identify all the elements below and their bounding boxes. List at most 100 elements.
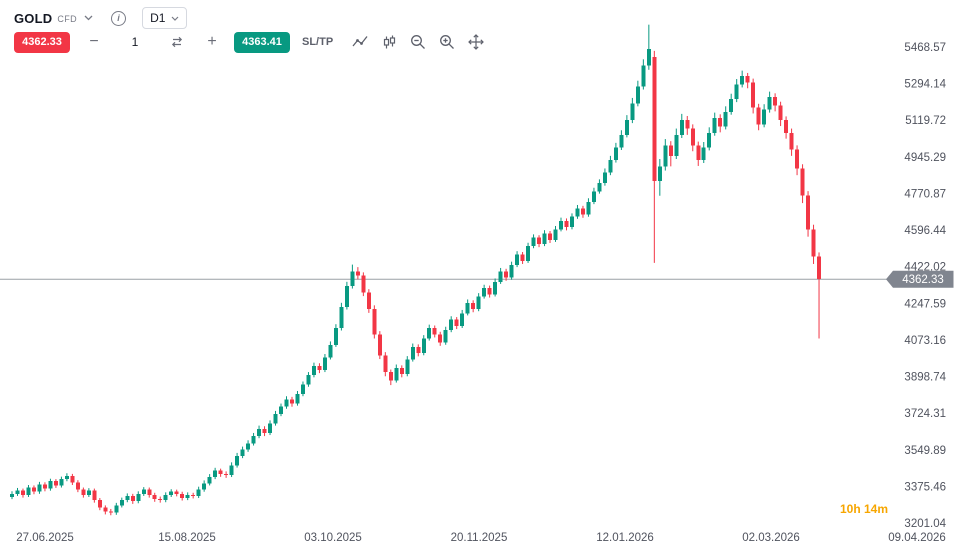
candlestick [663, 139, 668, 171]
candlestick [613, 142, 618, 163]
candlestick [718, 114, 723, 133]
info-icon[interactable]: i [111, 10, 127, 26]
candlestick [707, 127, 712, 151]
candlestick [685, 115, 690, 135]
candlestick [597, 179, 602, 194]
candlestick [75, 480, 80, 493]
increase-quantity-button[interactable]: + [202, 34, 222, 50]
date-axis-label: 27.06.2025 [16, 532, 74, 544]
candlestick [575, 204, 580, 219]
candlestick [158, 496, 163, 503]
candlestick [482, 284, 487, 299]
candlestick [81, 487, 86, 498]
sl-tp-button[interactable]: SL/TP [302, 36, 334, 48]
candlestick [361, 272, 366, 297]
candlestick [427, 324, 432, 341]
candlestick [306, 372, 311, 387]
line-chart-style-button[interactable] [349, 31, 371, 53]
candle-countdown: 10h 14m [840, 502, 888, 516]
candlestick [569, 213, 574, 230]
candlestick [394, 364, 399, 383]
candlestick [811, 224, 816, 264]
candlestick [37, 481, 42, 494]
candlestick [240, 446, 245, 459]
candlestick [608, 155, 613, 176]
candlestick [586, 198, 591, 217]
candlestick-style-button[interactable] [378, 31, 400, 53]
candlestick [350, 264, 355, 289]
sell-button[interactable]: 4362.33 [14, 31, 70, 53]
candlestick [136, 491, 141, 504]
zoom-out-button[interactable] [407, 31, 429, 53]
timeframe-select[interactable]: D1 [142, 7, 188, 29]
candlestick [795, 145, 800, 176]
candlestick [163, 492, 168, 503]
price-axis-label: 4945.29 [904, 152, 946, 164]
current-price-badge [886, 270, 954, 288]
chevron-down-icon [84, 15, 93, 21]
symbol-dropdown-button[interactable] [84, 15, 93, 21]
price-axis-label: 4596.44 [904, 225, 946, 237]
symbol-name: GOLD [14, 10, 53, 26]
price-axis-label: 5119.72 [905, 115, 946, 127]
pan-button[interactable] [465, 31, 487, 53]
candlestick [119, 497, 124, 508]
price-axis-label: 5468.57 [904, 42, 946, 54]
candlestick [476, 293, 481, 312]
candlestick [224, 471, 229, 478]
candlestick [806, 191, 811, 237]
candlestick [800, 164, 805, 204]
candlestick [405, 356, 410, 377]
candlestick [372, 305, 377, 339]
candlestick [443, 326, 448, 345]
swap-button[interactable] [166, 31, 188, 53]
candlestick [103, 505, 108, 515]
candlestick [388, 369, 393, 386]
candlestick [542, 230, 547, 247]
candlestick [624, 115, 629, 138]
candlestick [284, 396, 289, 409]
candlestick [652, 50, 657, 263]
candlestick [729, 93, 734, 115]
price-axis-label: 4770.87 [904, 188, 946, 200]
price-axis-label: 4422.02 [904, 262, 946, 274]
candlestick [20, 488, 25, 498]
candlestick [311, 362, 316, 378]
candlestick [42, 482, 47, 492]
candlestick [366, 289, 371, 313]
date-axis-label: 15.08.2025 [158, 532, 216, 544]
candlestick [635, 80, 640, 107]
candlestick [734, 79, 739, 103]
candlestick [257, 425, 262, 439]
candlestick [152, 492, 157, 502]
price-axis-label: 3201.04 [904, 518, 946, 530]
candlestick [169, 489, 174, 497]
candlestick [509, 261, 514, 280]
quantity-input[interactable] [104, 34, 166, 50]
candlestick [696, 141, 701, 166]
candlestick [300, 381, 305, 397]
price-axis-label: 4247.59 [904, 298, 946, 310]
candlestick [773, 93, 778, 112]
candlestick [471, 300, 476, 313]
candlestick [410, 343, 415, 362]
decrease-quantity-button[interactable]: − [84, 34, 104, 50]
candlestick [180, 491, 185, 501]
candlestick [92, 488, 97, 503]
price-axis-label: 3724.31 [904, 408, 946, 420]
candlestick [218, 468, 223, 477]
candlestick [141, 487, 146, 496]
candlestick [251, 432, 256, 446]
candle-series [10, 24, 822, 516]
date-axis-label: 12.01.2026 [596, 532, 654, 544]
price-axis-label: 3375.46 [904, 481, 946, 493]
move-icon [468, 34, 485, 50]
zoom-in-button[interactable] [436, 31, 458, 53]
candlestick [317, 363, 322, 374]
candlestick [273, 410, 278, 426]
buy-button[interactable]: 4363.41 [234, 31, 290, 53]
candlestick [399, 365, 404, 378]
sell-price: 4362.33 [22, 36, 62, 48]
symbol-header: GOLD CFD i D1 [14, 7, 188, 29]
